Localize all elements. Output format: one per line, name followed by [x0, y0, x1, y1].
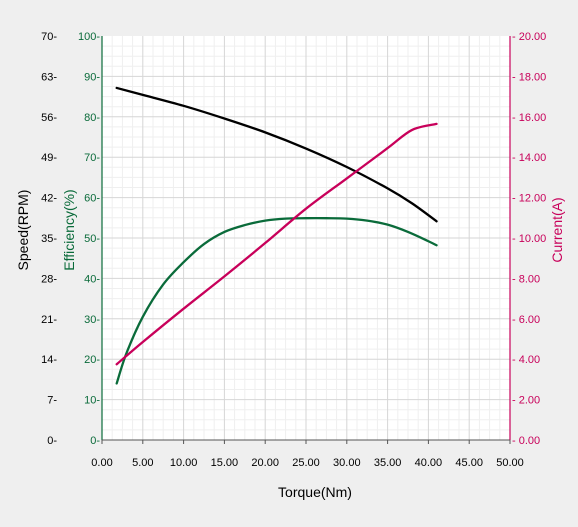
x-axis-label: Torque(Nm) [278, 484, 352, 500]
x-tick-label: 10.00 [170, 457, 198, 469]
efficiency-tick-label: 50- [84, 233, 100, 245]
grid [102, 36, 510, 440]
x-tick-label: 0.00 [91, 457, 112, 469]
efficiency-tick-label: 40- [84, 273, 100, 285]
x-tick-label: 15.00 [211, 457, 239, 469]
x-tick-label: 40.00 [415, 457, 443, 469]
x-tick-label: 35.00 [374, 457, 402, 469]
current-tick-label: - 4.00 [512, 354, 540, 366]
x-tick-label: 20.00 [251, 457, 279, 469]
current-tick-label: - 14.00 [512, 152, 546, 164]
x-tick-label: 30.00 [333, 457, 361, 469]
current-tick-label: - 2.00 [512, 395, 540, 407]
current-tick-label: - 12.00 [512, 193, 546, 205]
efficiency-tick-label: 10- [84, 395, 100, 407]
efficiency-axis-label: Efficiency(%) [61, 189, 77, 270]
x-tick-label: 5.00 [132, 457, 153, 469]
efficiency-tick-label: 30- [84, 314, 100, 326]
efficiency-tick-label: 60- [84, 193, 100, 205]
x-tick-label: 50.00 [496, 457, 524, 469]
x-tick-label: 45.00 [455, 457, 483, 469]
speed-series-line [115, 86, 438, 223]
speed-tick-label: 14- [41, 354, 57, 366]
current-series-line [115, 122, 438, 366]
current-axis-label: Current(A) [549, 197, 565, 262]
efficiency-series-line [115, 217, 438, 385]
current-tick-label: - 8.00 [512, 273, 540, 285]
speed-tick-label: 35- [41, 233, 57, 245]
efficiency-tick-label: 100- [78, 31, 100, 43]
current-tick-label: - 18.00 [512, 71, 546, 83]
speed-tick-label: 42- [41, 193, 57, 205]
current-tick-label: - 0.00 [512, 435, 540, 447]
data-series [115, 86, 438, 385]
speed-axis-label: Speed(RPM) [15, 190, 31, 271]
speed-tick-label: 0- [47, 435, 57, 447]
speed-tick-label: 21- [41, 314, 57, 326]
tick-labels: 0.00 5.00 10.00 15.00 20.00 25.00 30.00 35.00 40… [41, 31, 546, 469]
efficiency-tick-label: 80- [84, 112, 100, 124]
efficiency-tick-label: 90- [84, 71, 100, 83]
speed-tick-label: 28- [41, 273, 57, 285]
current-tick-label: - 6.00 [512, 314, 540, 326]
speed-tick-label: 49- [41, 152, 57, 164]
current-tick-label: - 20.00 [512, 31, 546, 43]
efficiency-tick-label: 20- [84, 354, 100, 366]
speed-tick-label: 63- [41, 71, 57, 83]
current-tick-label: - 16.00 [512, 112, 546, 124]
speed-tick-label: 7- [47, 395, 57, 407]
speed-tick-label: 56- [41, 112, 57, 124]
current-tick-label: - 10.00 [512, 233, 546, 245]
efficiency-tick-label: 70- [84, 152, 100, 164]
efficiency-tick-label: 0- [90, 435, 100, 447]
x-tick-label: 25.00 [292, 457, 320, 469]
speed-tick-label: 70- [41, 31, 57, 43]
